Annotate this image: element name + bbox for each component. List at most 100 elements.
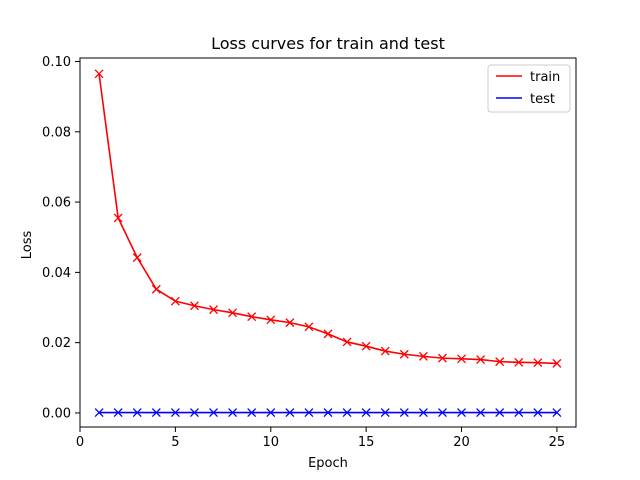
data-point-test bbox=[533, 408, 543, 418]
data-point-test bbox=[552, 408, 562, 418]
data-point-train bbox=[418, 351, 428, 361]
data-point-train bbox=[457, 354, 466, 364]
data-point-train bbox=[533, 358, 543, 368]
data-point-train bbox=[438, 353, 447, 363]
marker-stroke bbox=[418, 351, 428, 361]
data-point-train bbox=[342, 337, 352, 347]
marker-stroke bbox=[399, 349, 409, 359]
data-point-train bbox=[228, 308, 238, 318]
marker-stroke bbox=[495, 408, 505, 418]
y-axis-label: Loss bbox=[20, 231, 35, 260]
marker-stroke bbox=[190, 301, 199, 311]
marker-stroke bbox=[514, 408, 524, 418]
data-point-test bbox=[361, 408, 371, 418]
x-tick-label: 10 bbox=[262, 435, 279, 450]
marker-stroke bbox=[438, 408, 447, 418]
data-point-test bbox=[209, 408, 218, 418]
marker-stroke bbox=[304, 408, 314, 418]
chart-title: Loss curves for train and test bbox=[211, 34, 445, 53]
marker-stroke bbox=[247, 408, 257, 418]
data-point-train bbox=[514, 357, 524, 367]
data-point-test bbox=[514, 408, 524, 418]
data-point-train bbox=[495, 357, 505, 367]
data-point-test bbox=[285, 408, 295, 418]
data-point-test bbox=[266, 408, 276, 418]
data-point-train bbox=[94, 69, 104, 79]
marker-stroke bbox=[228, 408, 238, 418]
plot-area bbox=[94, 69, 562, 418]
marker-stroke bbox=[209, 408, 218, 418]
data-point-test bbox=[476, 408, 486, 418]
marker-stroke bbox=[476, 408, 486, 418]
data-point-train bbox=[304, 322, 314, 332]
data-point-test bbox=[323, 408, 333, 418]
marker-stroke bbox=[361, 408, 371, 418]
y-tick-label: 0.02 bbox=[42, 336, 71, 351]
marker-stroke bbox=[533, 408, 543, 418]
data-point-test bbox=[438, 408, 447, 418]
data-point-train bbox=[380, 346, 390, 356]
marker-stroke bbox=[113, 408, 123, 418]
marker-stroke bbox=[361, 341, 371, 351]
x-axis-label: Epoch bbox=[308, 456, 348, 471]
data-point-test bbox=[113, 408, 123, 418]
axes-frame bbox=[79, 57, 577, 428]
data-point-test bbox=[170, 408, 180, 418]
data-point-test bbox=[247, 408, 257, 418]
marker-stroke bbox=[151, 408, 161, 418]
marker-stroke bbox=[457, 408, 466, 418]
marker-stroke bbox=[418, 408, 428, 418]
marker-stroke bbox=[266, 408, 276, 418]
data-point-train bbox=[266, 315, 276, 325]
marker-stroke bbox=[476, 355, 486, 364]
data-point-test bbox=[342, 408, 352, 418]
marker-stroke bbox=[552, 408, 562, 418]
marker-stroke bbox=[94, 408, 104, 418]
data-point-test bbox=[190, 408, 199, 418]
marker-stroke bbox=[113, 213, 123, 223]
x-tick-label: 0 bbox=[76, 435, 84, 450]
legend: train test bbox=[487, 64, 571, 113]
legend-label-test: test bbox=[530, 92, 555, 107]
marker-stroke bbox=[438, 353, 447, 363]
marker-stroke bbox=[380, 346, 390, 356]
marker-stroke bbox=[266, 315, 276, 325]
marker-stroke bbox=[495, 357, 505, 367]
y-tick-label: 0.00 bbox=[42, 406, 71, 421]
data-point-test bbox=[304, 408, 314, 418]
marker-stroke bbox=[190, 408, 199, 418]
legend-label-train: train bbox=[530, 70, 560, 85]
data-point-train bbox=[247, 312, 257, 322]
data-point-train bbox=[170, 296, 180, 306]
series-line-train bbox=[98, 73, 557, 365]
marker-stroke bbox=[323, 329, 333, 339]
y-tick-label: 0.08 bbox=[42, 125, 71, 140]
data-point-train bbox=[285, 318, 295, 328]
marker-stroke bbox=[552, 358, 562, 368]
marker-stroke bbox=[533, 358, 543, 368]
marker-stroke bbox=[457, 354, 466, 364]
marker-stroke bbox=[380, 408, 390, 418]
marker-stroke bbox=[285, 408, 295, 418]
data-point-test bbox=[132, 408, 142, 418]
data-point-test bbox=[399, 408, 409, 418]
data-point-train bbox=[151, 284, 161, 294]
data-point-test bbox=[418, 408, 428, 418]
marker-stroke bbox=[170, 296, 180, 306]
data-point-test bbox=[495, 408, 505, 418]
marker-stroke bbox=[323, 408, 333, 418]
x-tick-label: 20 bbox=[453, 435, 470, 450]
data-point-train bbox=[132, 253, 142, 263]
marker-stroke bbox=[170, 408, 180, 418]
marker-stroke bbox=[285, 318, 295, 328]
data-point-train bbox=[209, 305, 218, 315]
marker-stroke bbox=[247, 312, 257, 322]
x-tick-label: 5 bbox=[171, 435, 179, 450]
marker-stroke bbox=[94, 69, 104, 79]
y-tick-label: 0.06 bbox=[42, 196, 71, 211]
marker-stroke bbox=[514, 357, 524, 367]
data-point-train bbox=[476, 355, 486, 364]
marker-stroke bbox=[342, 337, 352, 347]
data-point-train bbox=[399, 349, 409, 359]
